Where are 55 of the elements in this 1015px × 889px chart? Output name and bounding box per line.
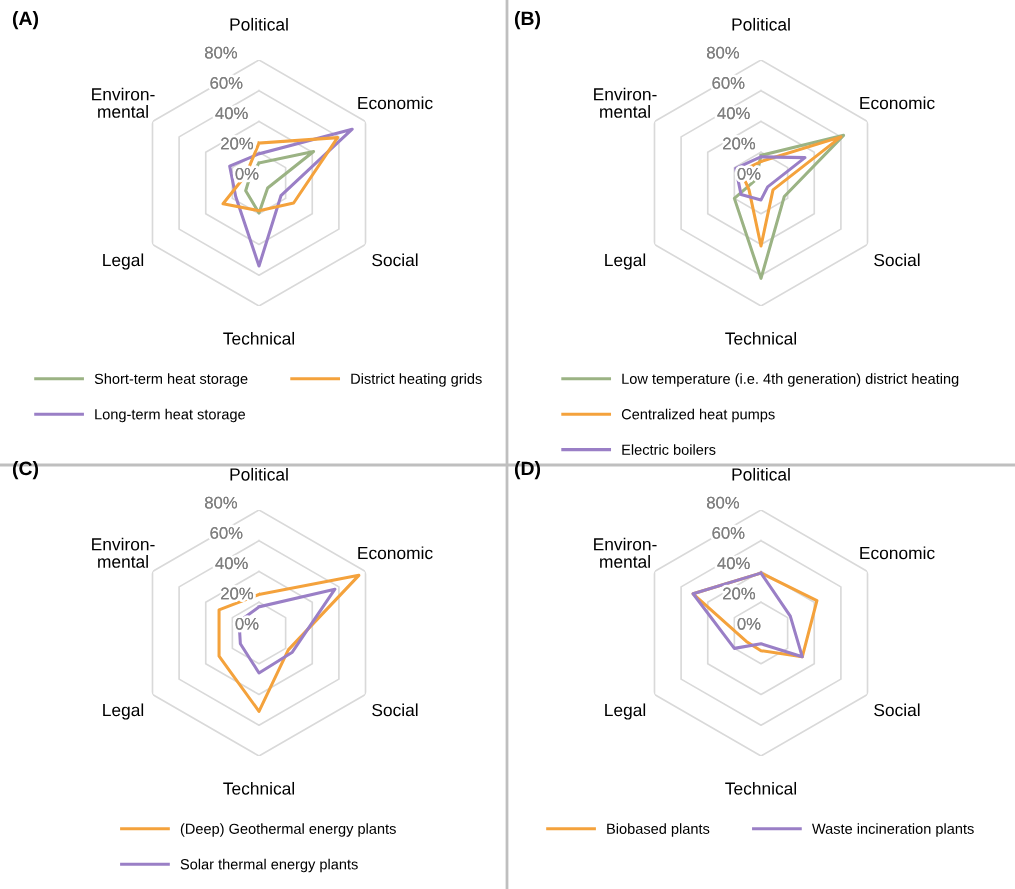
legend-label: (Deep) Geothermal energy plants [180,823,396,837]
legend-label: District heating grids [351,373,482,387]
spoke-label: Environ- mental [92,537,155,568]
y-tick-label: 40% [717,107,750,120]
legend-label: Centralized heat pumps [621,408,775,423]
spoke-label: Social [372,703,418,717]
spoke-label: Political [732,467,790,481]
legend-label: Short-term heat storage [94,373,248,387]
spoke-label: Social [372,253,418,267]
y-tick-label: 80% [707,496,740,509]
spoke-label: Political [230,17,288,31]
spoke-label: Technical [725,331,797,345]
spoke-label: Legal [103,703,144,720]
y-tick-label: 60% [210,77,243,89]
chart-title: (A) [12,11,39,30]
spoke-label: Economic [860,546,935,560]
y-tick-label: 40% [215,107,248,120]
legend-label: Low temperature (i.e. 4th generation) district heating [622,373,959,387]
chart-title: (C) [12,461,39,480]
y-tick-label: 20% [723,587,756,600]
y-tick-label: 80% [707,46,740,59]
y-tick-label: 60% [712,77,745,89]
y-tick-label: 0% [737,617,761,630]
y-tick-label: 60% [210,527,243,539]
spoke-label: Economic [358,546,433,560]
spoke-label: Social [874,703,920,717]
y-tick-label: 40% [717,557,750,570]
y-tick-label: 40% [215,557,248,570]
spoke-label: Economic [860,96,935,110]
legend-label: Solar thermal energy plants [180,858,358,873]
y-tick-label: 60% [712,527,745,539]
y-tick-label: 20% [221,137,254,150]
chart-title: (B) [514,11,541,30]
spoke-label: Political [732,17,790,31]
spoke-label: Legal [605,253,646,270]
spoke-label: Environ- mental [594,87,657,118]
spoke-label: Environ- mental [92,87,155,118]
y-tick-label: 20% [723,137,756,150]
spoke-label: Technical [223,781,295,795]
spoke-label: Legal [103,253,144,270]
spoke-label: Environ- mental [594,537,657,568]
spoke-label: Economic [358,96,433,110]
spoke-label: Technical [223,331,295,345]
spoke-label: Legal [605,703,646,720]
y-tick-label: 80% [205,496,238,509]
y-tick-label: 80% [205,46,238,59]
spoke-label: Social [874,253,920,267]
legend-label: Biobased plants [607,823,710,837]
legend-label: Electric boilers [622,444,716,455]
spoke-label: Technical [725,781,797,795]
legend-label: Long-term heat storage [95,408,246,423]
legend-label: Waste incineration plants [811,823,974,837]
spoke-label: Political [230,467,288,481]
chart-title: (D) [514,461,541,480]
y-tick-label: 20% [221,587,254,600]
